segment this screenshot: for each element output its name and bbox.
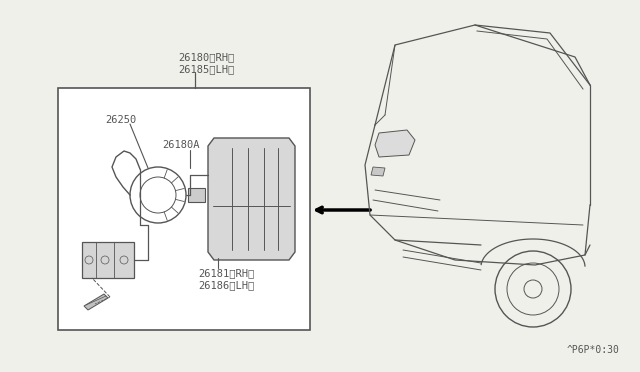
Text: 26180A: 26180A (162, 140, 200, 150)
Bar (82, 242, 134, 278)
Text: 26180〈RH〉: 26180〈RH〉 (178, 52, 234, 62)
Text: ^P6P*0:30: ^P6P*0:30 (567, 345, 620, 355)
Polygon shape (208, 138, 295, 260)
Text: 26185〈LH〉: 26185〈LH〉 (178, 64, 234, 74)
Bar (58, 88, 310, 330)
Polygon shape (84, 294, 108, 310)
FancyArrowPatch shape (317, 207, 370, 213)
Text: 26181〈RH〉: 26181〈RH〉 (198, 268, 254, 278)
Polygon shape (188, 188, 205, 202)
Text: 26250: 26250 (105, 115, 136, 125)
Polygon shape (375, 130, 415, 157)
Text: 26186〈LH〉: 26186〈LH〉 (198, 280, 254, 290)
Polygon shape (371, 167, 385, 176)
